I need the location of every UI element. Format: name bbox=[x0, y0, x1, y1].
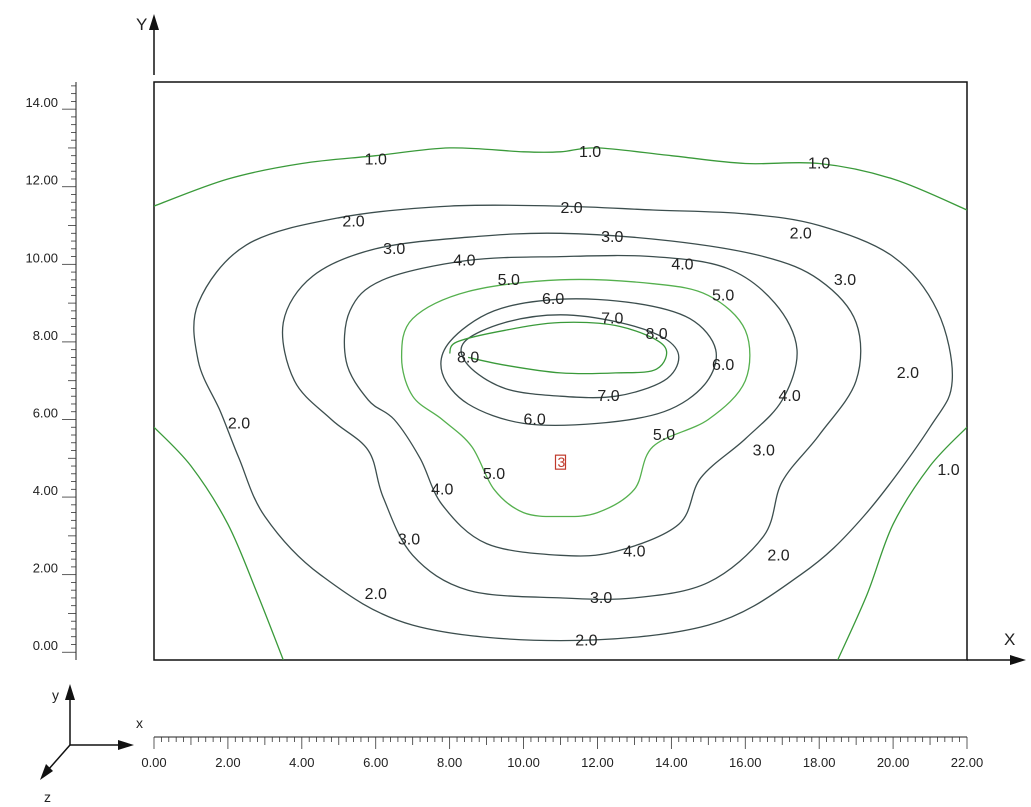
contour-label: 8.0 bbox=[457, 349, 479, 366]
x-tick-label: 12.00 bbox=[581, 755, 614, 770]
contour-label: 4.0 bbox=[623, 543, 645, 560]
contour-label: 3.0 bbox=[398, 532, 420, 549]
x-tick-label: 20.00 bbox=[877, 755, 910, 770]
contour-label: 3.0 bbox=[834, 272, 856, 289]
x-tick-label: 18.00 bbox=[803, 755, 836, 770]
probe-marker-label: 3 bbox=[558, 454, 566, 470]
triad-y-label: y bbox=[52, 687, 59, 703]
contour-label: 2.0 bbox=[897, 365, 919, 382]
contour-line-6-0 bbox=[440, 298, 717, 426]
x-tick-label: 10.00 bbox=[507, 755, 540, 770]
contour-label: 5.0 bbox=[653, 427, 675, 444]
contour-label: 7.0 bbox=[597, 388, 619, 405]
contour-labels: 1.0 1.0 1.0 2.0 2.0 2.0 3.0 3.0 3.0 4.0 4.0 5.0 5.0 6… bbox=[228, 144, 960, 650]
y-tick-label: 10.00 bbox=[25, 250, 58, 265]
x-tick-label: 2.00 bbox=[215, 755, 240, 770]
contour-label: 1.0 bbox=[808, 155, 830, 172]
y-tick-label: 8.00 bbox=[33, 328, 58, 343]
probe-marker: 3 bbox=[554, 454, 567, 470]
contour-label: 8.0 bbox=[645, 326, 667, 343]
contour-label: 2.0 bbox=[575, 633, 597, 650]
contour-line-4-0 bbox=[343, 254, 798, 557]
contour-label: 1.0 bbox=[365, 152, 387, 169]
contour-label: 1.0 bbox=[579, 144, 601, 161]
contour-label: 4.0 bbox=[671, 256, 693, 273]
contour-label: 4.0 bbox=[431, 481, 453, 498]
y-axis-title: Y bbox=[136, 15, 147, 34]
y-tick-label: 4.00 bbox=[33, 483, 58, 498]
contour-label: 6.0 bbox=[524, 411, 546, 428]
x-axis-arrow bbox=[967, 655, 1026, 665]
y-tick-label: 14.00 bbox=[25, 95, 58, 110]
y-axis-ruler: 0.00 2.00 4.00 6.00 8.00 10.00 12.00 14.00 bbox=[25, 82, 77, 660]
contour-label: 2.0 bbox=[560, 200, 582, 217]
contour-label: 3.0 bbox=[753, 443, 775, 460]
contour-label: 5.0 bbox=[712, 287, 734, 304]
contour-label: 6.0 bbox=[712, 357, 734, 374]
y-tick-label: 2.00 bbox=[33, 561, 58, 576]
x-axis-ruler: 0.00 2.00 4.00 6.00 8.00 10.00 12.00 14.00 16.00… bbox=[141, 736, 984, 770]
x-tick-label: 14.00 bbox=[655, 755, 688, 770]
contour-label: 4.0 bbox=[453, 252, 475, 269]
x-axis-title: X bbox=[1004, 630, 1015, 649]
y-tick-label: 12.00 bbox=[25, 173, 58, 188]
contour-line-3-0 bbox=[281, 232, 862, 601]
contour-label: 2.0 bbox=[790, 225, 812, 242]
contour-lines bbox=[154, 147, 967, 660]
x-tick-label: 22.00 bbox=[951, 755, 984, 770]
contour-label: 2.0 bbox=[365, 586, 387, 603]
contour-label: 5.0 bbox=[483, 466, 505, 483]
contour-label: 3.0 bbox=[601, 229, 623, 246]
contour-label: 3.0 bbox=[590, 590, 612, 607]
triad-x-label: x bbox=[136, 715, 143, 731]
contour-label: 5.0 bbox=[498, 272, 520, 289]
contour-line-7-0 bbox=[460, 314, 680, 399]
y-tick-label: 6.00 bbox=[33, 405, 58, 420]
contour-line-5-0 bbox=[400, 278, 751, 518]
contour-label: 1.0 bbox=[937, 462, 959, 479]
contour-line-2-0 bbox=[193, 204, 954, 642]
contour-label: 2.0 bbox=[228, 415, 250, 432]
contour-line-1-0 bbox=[154, 426, 284, 660]
contour-label: 2.0 bbox=[767, 547, 789, 564]
contour-line-8-0 bbox=[448, 321, 668, 375]
triad-z-label: z bbox=[44, 789, 51, 805]
x-tick-label: 8.00 bbox=[437, 755, 462, 770]
y-tick-label: 0.00 bbox=[33, 638, 58, 653]
coordinate-triad bbox=[40, 684, 134, 780]
plot-frame bbox=[153, 81, 968, 661]
x-tick-label: 4.00 bbox=[289, 755, 314, 770]
x-tick-label: 16.00 bbox=[729, 755, 762, 770]
contour-label: 6.0 bbox=[542, 291, 564, 308]
contour-line-1-0 bbox=[837, 426, 967, 660]
contour-label: 4.0 bbox=[778, 388, 800, 405]
contour-label: 2.0 bbox=[342, 214, 364, 231]
x-tick-label: 0.00 bbox=[141, 755, 166, 770]
contour-label: 7.0 bbox=[601, 311, 623, 328]
contour-line-1-0 bbox=[154, 147, 967, 211]
y-axis-arrow bbox=[149, 14, 159, 75]
x-tick-label: 6.00 bbox=[363, 755, 388, 770]
contour-label: 3.0 bbox=[383, 241, 405, 258]
